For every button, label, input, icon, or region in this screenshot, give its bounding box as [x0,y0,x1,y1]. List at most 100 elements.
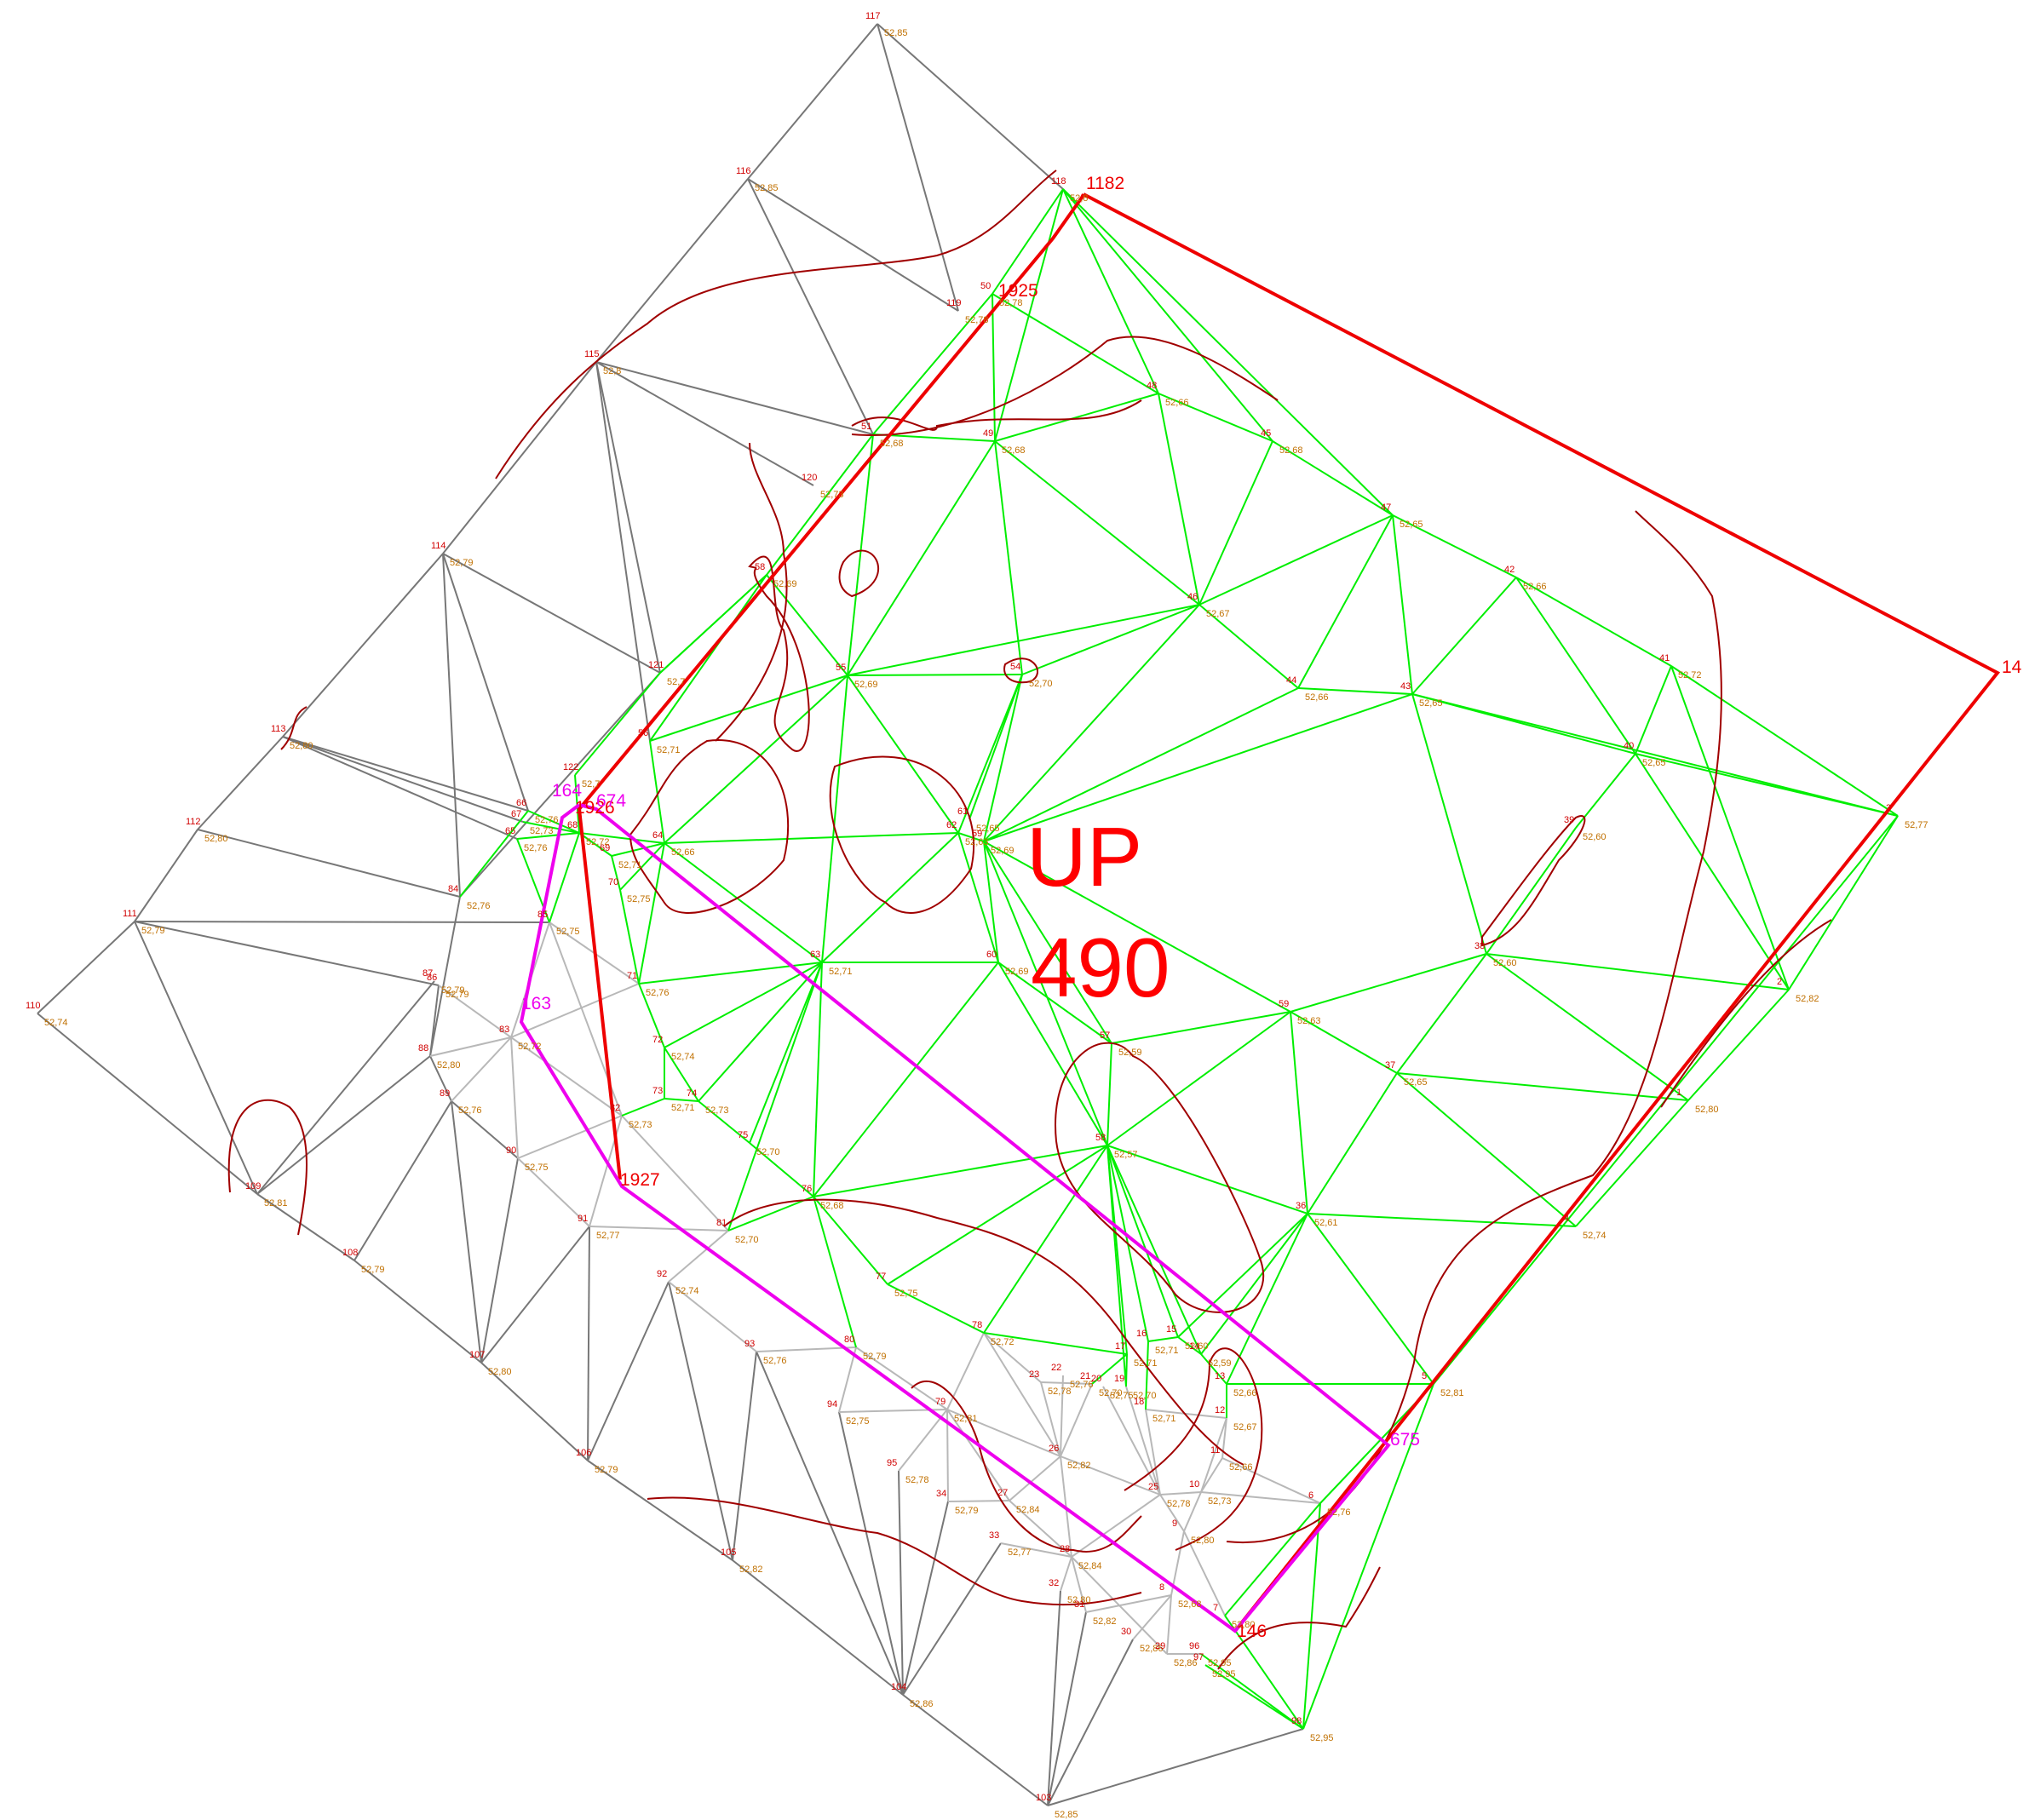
point-id-label: 121 [648,660,664,670]
elevation-label: 52,71 [657,745,681,755]
point-id-label: 69 [600,843,610,853]
tin-edge [429,1036,512,1057]
magenta-parcel-label-164: 164 [552,781,582,801]
elevation-label: 52,76 [535,815,559,825]
tin-edge [664,962,823,1048]
tin-edge [1411,577,1517,695]
tin-edge [459,810,529,898]
tin-edge [902,1694,1049,1806]
point-id-label: 63 [810,950,820,960]
tin-edge [872,433,996,442]
point-id-label: 81 [716,1218,727,1228]
point-id-label: 11 [1210,1445,1220,1455]
tin-edge [517,1157,590,1227]
elevation-label: 52,86 [1174,1658,1198,1668]
tin-edge [134,921,258,1195]
elevation-label: 52,75 [525,1163,549,1173]
tin-edge [510,983,640,1038]
elevation-label: 52,65 [1404,1077,1428,1088]
point-id-label: 39 [1564,815,1574,825]
tin-edge [589,1226,729,1232]
tin-edge [855,1346,948,1410]
point-id-label: 59 [972,829,982,839]
elevation-label: 52,68 [1178,1599,1202,1610]
tin-edge [1047,1611,1087,1806]
elevation-label: 52,71 [1155,1346,1179,1356]
parcel-title-line-1: UP [1026,810,1142,904]
point-id-label: 97 [1193,1652,1204,1662]
point-id-label: 22 [1051,1363,1061,1373]
point-id-label: 117 [865,11,881,21]
point-labels: 11752,8511652,8511552,811452,7911352,801… [26,11,1928,1820]
tin-edge [838,1346,857,1413]
tin-edge [1047,1590,1061,1806]
point-id-label: 83 [499,1025,509,1035]
tin-edge [1102,1386,1161,1496]
elevation-label: 52,76 [524,843,548,853]
tin-edge [877,23,1064,190]
point-id-label: 118 [1051,176,1066,187]
elevation-label: 52,68 [1279,445,1303,456]
point-id-label: 47 [1381,502,1391,513]
elevation-label: 52,59 [1208,1358,1232,1369]
elevation-label: 52,71 [1134,1358,1158,1369]
elevation-label: 52,77 [1905,820,1928,830]
tin-edge [442,553,529,812]
elevation-label: 52,63 [965,837,989,847]
tin-edge [282,736,518,840]
tin-edge [1486,953,1790,990]
point-id-label: 38 [1474,941,1485,951]
elevation-label: 52,85 [755,183,779,193]
point-id-label: 25 [1148,1482,1158,1492]
tin-edge [946,1409,949,1502]
tin-edge [1000,1542,1072,1558]
point-id-label: 21 [1080,1371,1090,1381]
tin-edge [821,675,848,963]
elevation-label: 52,60 [1185,1341,1209,1352]
tin-edge [611,855,621,891]
tin-edge [1125,1353,1128,1387]
tin-edge [574,774,580,834]
elevation-label: 52,73 [530,826,554,836]
elevation-label: 52,79 [595,1465,618,1475]
elevation-label: 52,84 [1016,1505,1040,1515]
point-id-label: 87 [422,968,433,979]
tin-edge [256,980,435,1195]
tin-edge [510,1036,623,1117]
tin-edge [429,896,461,1057]
contour-line [1660,919,1832,1108]
tin-edge [1200,1653,1304,1730]
elevation-label: 52,82 [1796,994,1819,1004]
point-id-label: 28 [1060,1544,1070,1554]
point-id-label: 40 [1624,741,1634,751]
tin-edge [1062,188,1273,442]
tin-edge [668,1281,733,1561]
point-id-label: 37 [1385,1060,1395,1071]
tin-edge [1635,665,1672,755]
tin-edge [1145,1409,1227,1419]
magenta-parcel-label-163: 163 [521,994,551,1013]
elevation-label: 52,73 [1208,1496,1232,1507]
elevation-label: 52,86 [910,1699,934,1709]
elevation-label: 52,7 [582,779,600,789]
point-id-label: 115 [584,349,600,359]
tin-edge [821,832,959,963]
tin-edge [1009,1500,1072,1558]
tin-edge [282,736,524,823]
point-id-label: 42 [1504,565,1515,575]
tin-edge [1297,687,1413,695]
point-id-label: 66 [516,798,526,808]
tin-edge [1183,1530,1226,1616]
tin-edge [1670,665,1899,817]
point-id-label: 109 [245,1181,261,1191]
tin-edge [1009,1455,1061,1501]
tin-edge [589,1115,623,1227]
elevation-label: 52,72 [991,1337,1014,1347]
point-id-label: 116 [736,166,751,176]
tin-edge [510,1036,519,1159]
tin-edge [1198,604,1299,689]
elevation-label: 52,78 [1167,1499,1191,1509]
tin-edge [438,985,512,1038]
elevation-label: 52,70 [1099,1388,1123,1398]
elevation-label: 52,80 [488,1367,512,1377]
